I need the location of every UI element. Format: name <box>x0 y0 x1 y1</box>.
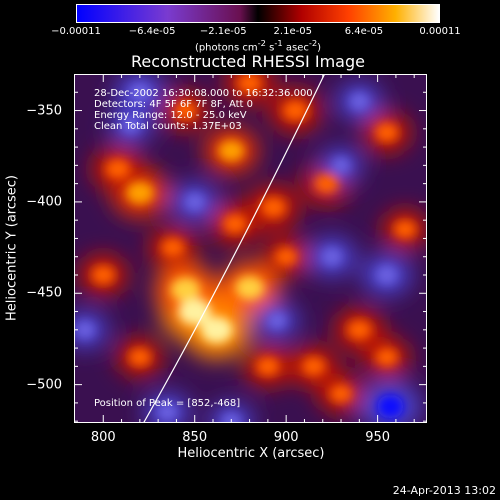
bright-region-core <box>105 158 131 180</box>
dark-region-core <box>129 82 151 102</box>
colorbar-units: (photons cm-2 s-1 asec-2) <box>194 38 322 54</box>
colorbar <box>76 4 440 23</box>
solar-limb <box>142 74 326 423</box>
footer-date: 24-Apr-2013 13:02 <box>392 484 496 497</box>
plot-area <box>74 74 427 423</box>
info-line-3: Energy Range: 12.0 - 25.0 keV <box>94 110 247 121</box>
colorbar-tick-label: −6.4e-05 <box>128 26 176 37</box>
x-tick-label: 850 <box>182 430 208 445</box>
dark-region-core <box>349 92 370 111</box>
colorbar-tick-label: −0.00011 <box>51 26 101 37</box>
dark-region-core <box>267 312 287 330</box>
y-tick-label: −500 <box>26 377 62 393</box>
colorbar-gradient <box>77 5 439 22</box>
bright-region-core <box>282 100 308 121</box>
bright-region-core <box>222 213 248 234</box>
bright-region-core <box>329 384 353 403</box>
colorbar-tick-label: −2.1e-05 <box>199 26 247 37</box>
info-line-2: Detectors: 4F 5F 6F 7F 8F, Att 0 <box>94 99 254 110</box>
info-line-4: Clean Total counts: 1.37E+03 <box>94 121 242 132</box>
peak-position-label: Position of Peak = [852,-468] <box>94 398 241 409</box>
y-tick-label: −350 <box>26 103 62 119</box>
dark-region-core <box>221 412 241 423</box>
bright-region-core <box>91 265 115 285</box>
bright-region-core <box>235 276 264 300</box>
dark-region-core <box>184 192 205 211</box>
x-tick-label: 900 <box>273 430 299 445</box>
colorbar-tick-label: 6.4e-05 <box>344 26 384 37</box>
dark-region-core <box>321 247 343 266</box>
dark-region-core <box>75 321 95 339</box>
bright-region-core <box>393 220 417 239</box>
chart-title: Reconstructed RHESSI Image <box>131 52 365 71</box>
info-line-1: 28-Dec-2002 16:30:08.000 to 16:32:36.000 <box>94 88 313 99</box>
heatmap-image <box>74 74 427 423</box>
dark-region-core <box>121 116 141 134</box>
bright-region-core <box>125 181 154 205</box>
dark-region-core <box>377 394 404 419</box>
bright-region-core <box>170 277 201 302</box>
y-tick-label: −450 <box>26 285 62 301</box>
bright-region-core <box>178 298 212 326</box>
bright-region-core <box>274 247 298 266</box>
dark-region-core <box>331 157 351 174</box>
bright-region-core <box>200 316 233 343</box>
plot-frame <box>74 74 427 423</box>
x-axis-label: Heliocentric X (arcsec) <box>177 446 325 461</box>
x-tick-label: 950 <box>365 430 391 445</box>
bright-region-core <box>174 101 197 120</box>
bright-region-core <box>314 173 339 194</box>
colorbar-tick-label: 2.1e-05 <box>273 26 312 37</box>
dark-region <box>208 402 254 423</box>
bright-region-core <box>347 319 372 340</box>
bright-region-core <box>256 356 280 376</box>
bright-region-core <box>218 140 245 162</box>
dark-region-core <box>157 403 178 422</box>
y-tick-label: −400 <box>26 194 62 210</box>
bright-region-core <box>161 238 185 258</box>
bright-region-core <box>128 348 152 367</box>
bright-region-core <box>375 122 399 143</box>
dark-region-core <box>376 265 398 285</box>
x-tick-label: 800 <box>90 430 116 445</box>
y-axis-label: Heliocentric Y (arcsec) <box>4 175 20 321</box>
bright-region-core <box>375 348 398 367</box>
colorbar-tick-label: 0.00011 <box>419 26 461 37</box>
bright-region-core <box>301 356 326 376</box>
bright-region-core <box>260 197 286 218</box>
bright-region-core <box>237 74 262 94</box>
